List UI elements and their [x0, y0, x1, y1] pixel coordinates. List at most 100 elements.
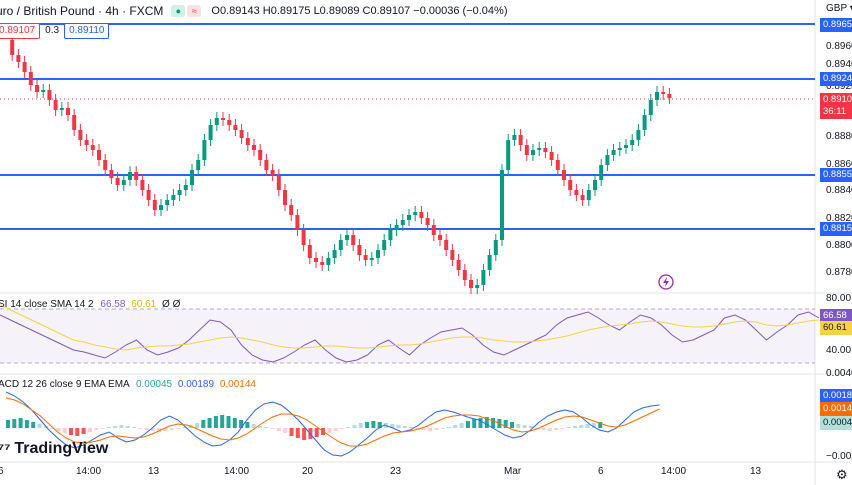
macd-histogram-bar [87, 428, 92, 432]
tradingview-logo[interactable]: ⁷⁷ TradingView [0, 440, 108, 458]
candle-body [431, 225, 436, 235]
level-tag: 0.8965 [820, 18, 852, 32]
candle-body [493, 240, 498, 255]
trade-panel: 0.89107 0.3 0.89110 [0, 23, 110, 39]
candle-body [90, 145, 95, 150]
candle-body [146, 190, 151, 200]
macd-histogram-bar [453, 425, 458, 428]
time-axis-label: 6 [0, 466, 4, 477]
candle-body [214, 118, 219, 125]
macd-legend-hist: 0.00045 [135, 379, 173, 390]
symbol-title[interactable]: uro / British Pound · 4h · FXCM [0, 4, 164, 18]
candle-body [444, 240, 449, 250]
macd-histogram-bar [113, 426, 118, 428]
ohlc-open: O0.89143 [211, 5, 260, 17]
candle-body [376, 250, 380, 258]
macd-histogram-bar [390, 424, 395, 428]
macd-axis-bottom: −0.002 [826, 451, 852, 462]
candle-body [66, 108, 70, 115]
candle-body [97, 150, 101, 160]
macd-histogram-bar [258, 426, 262, 428]
macd-histogram-bar [50, 428, 55, 429]
macd-legend[interactable]: ACD 12 26 close 9 EMA EMA 0.00045 0.0018… [0, 379, 256, 390]
candle-body [10, 40, 15, 55]
lightning-icon[interactable] [658, 274, 674, 290]
macd-histogram-bar [31, 422, 36, 428]
candle-body [630, 140, 635, 145]
macd-histogram-bar [6, 420, 10, 428]
macd-histogram-bar [150, 428, 155, 431]
candle-body [345, 235, 349, 240]
candle-body [351, 235, 356, 245]
candle-body [289, 205, 294, 215]
macd-histogram-bar [510, 422, 514, 428]
rsi-value-tag: 66.58 [820, 309, 852, 323]
macd-histogram-bar [402, 426, 407, 428]
candle-body [574, 190, 579, 195]
macd-histogram-bar [333, 428, 338, 431]
candle-body [208, 125, 213, 140]
macd-histogram-bar [554, 428, 559, 430]
candle-body [655, 92, 659, 100]
rsi-axis-40: 40.00 [826, 345, 852, 356]
candle-body [227, 120, 232, 125]
macd-legend-signal: 0.00144 [219, 379, 256, 390]
gear-icon[interactable]: ⚙ [836, 467, 848, 482]
candle-body [53, 100, 58, 110]
rsi-legend[interactable]: SI 14 close SMA 14 2 66.58 60.61 Ø Ø [0, 299, 180, 310]
macd-histogram-bar [415, 428, 420, 429]
macd-histogram-bar [251, 424, 256, 428]
candle-body [41, 90, 46, 92]
candle-body [159, 205, 163, 210]
candle-body [183, 185, 188, 190]
macd-histogram-bar [62, 428, 67, 433]
candle-body [512, 135, 517, 140]
macd-histogram-bar [440, 428, 445, 429]
candle-body [661, 92, 666, 94]
currency-label[interactable]: GBP ▾ [826, 3, 852, 14]
macd-histogram-bar [276, 428, 281, 431]
candle-body [16, 55, 21, 62]
macd-histogram-bar [132, 427, 136, 428]
candle-body [72, 115, 77, 130]
macd-histogram-bar [346, 427, 351, 428]
macd-histogram-bar [598, 422, 603, 428]
rsi-sma-line [0, 304, 820, 351]
candle-body [648, 100, 653, 115]
candle-body [196, 160, 201, 170]
level-tag: 0.8815 [820, 222, 852, 236]
candle-body [518, 135, 523, 145]
candle-body [562, 170, 566, 180]
macd-histogram-bar [37, 424, 42, 428]
macd-histogram-bar [119, 425, 124, 428]
macd-histogram-bar [283, 428, 288, 433]
support-resistance-levels[interactable] [0, 23, 815, 230]
market-status-pill[interactable]: ● ≈ [171, 5, 202, 17]
macd-histogram-bar [522, 425, 527, 428]
macd-histogram-bar [491, 418, 496, 428]
macd-histogram-bar [176, 428, 181, 429]
time-axis-label: 14:00 [224, 466, 250, 477]
macd-histogram-bar [289, 428, 294, 436]
sell-button[interactable]: 0.89107 [0, 23, 41, 39]
candle-body [177, 190, 182, 195]
wave-icon: ≈ [187, 5, 202, 17]
ohlc-low: L0.89089 [313, 5, 360, 17]
macd-histogram-bar [100, 428, 105, 429]
candle-body [450, 250, 455, 260]
macd-value-tag: 0.0018 [820, 389, 852, 403]
macd-histogram-bar [503, 420, 508, 428]
candle-body [369, 258, 374, 260]
candle-body [555, 160, 560, 170]
candle-body [549, 152, 554, 160]
macd-histogram [6, 415, 603, 440]
buy-button[interactable]: 0.89110 [64, 23, 110, 39]
countdown-tag: 36:11 [820, 105, 852, 119]
candle-body [165, 200, 170, 205]
